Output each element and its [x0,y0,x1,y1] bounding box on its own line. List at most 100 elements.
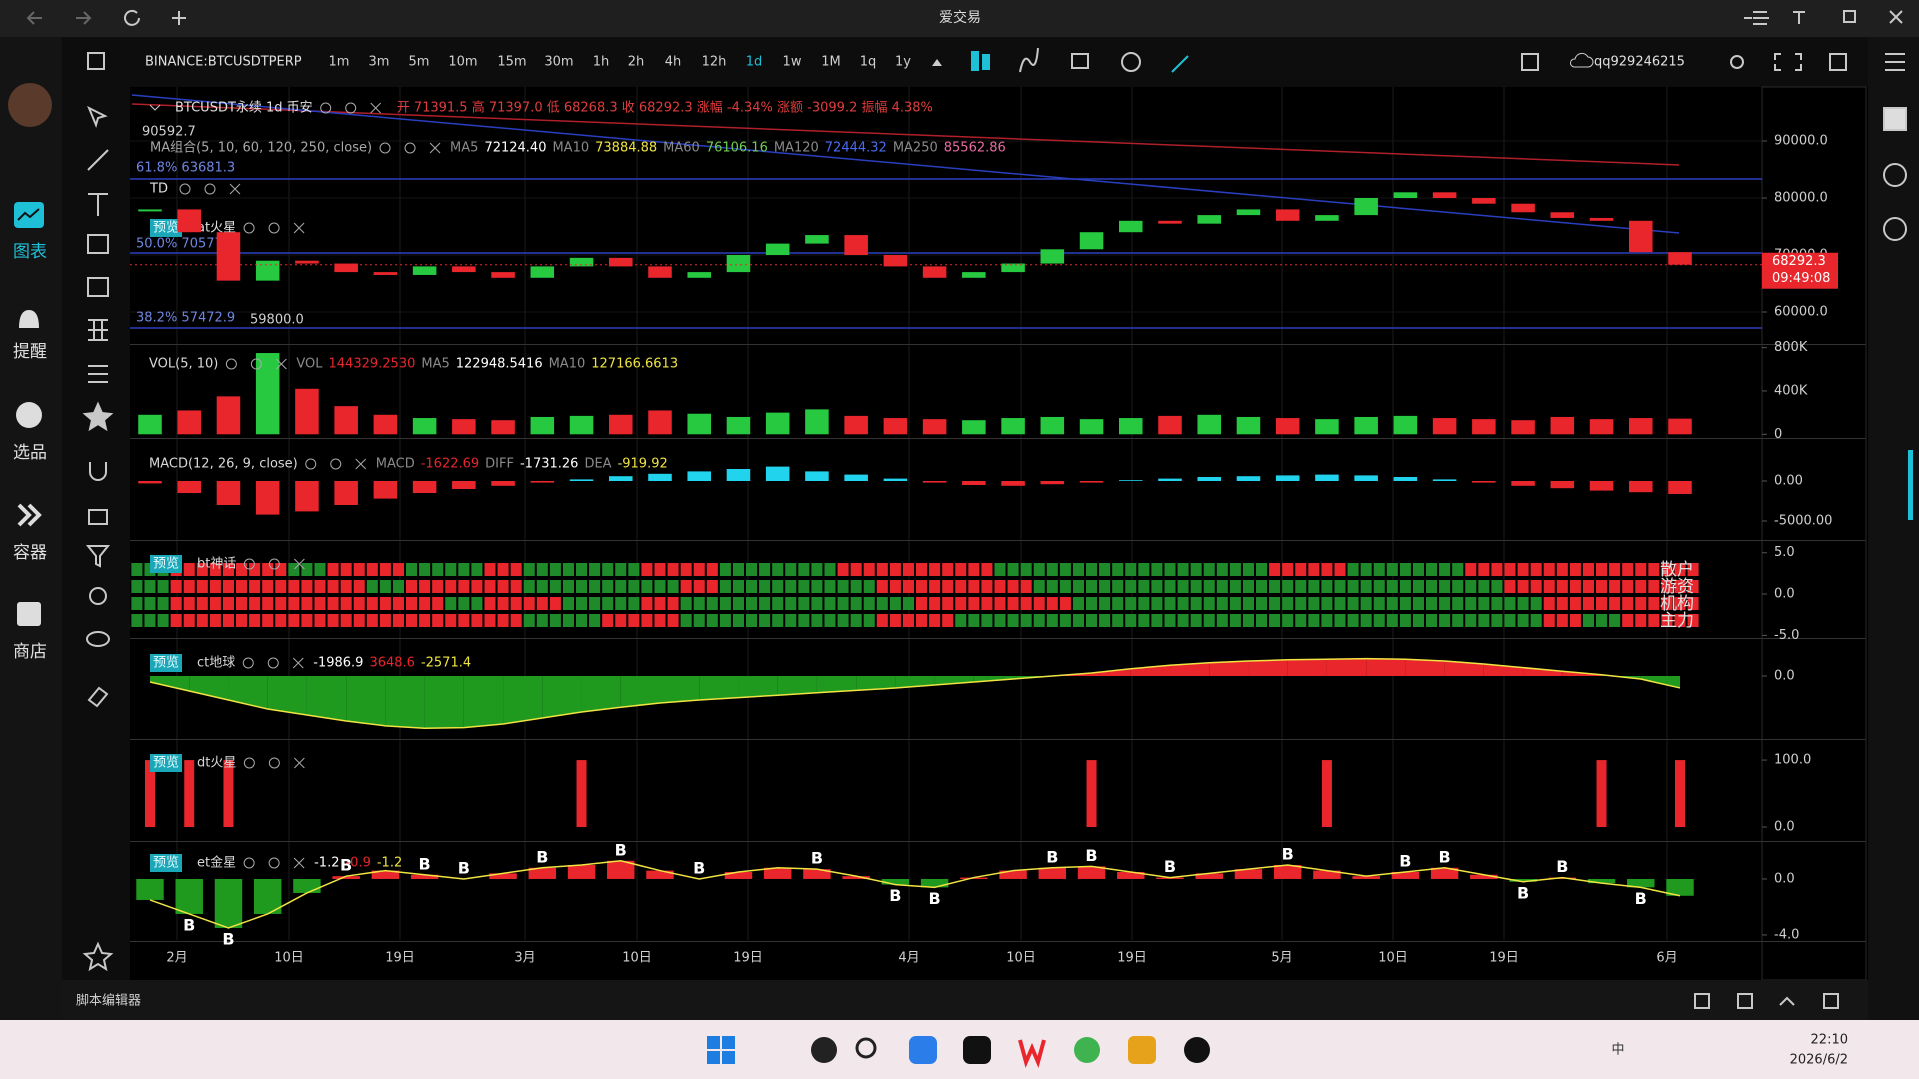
eye-icon[interactable] [305,458,317,470]
close-icon[interactable] [292,657,304,669]
interval-button[interactable]: 4h [665,55,682,70]
interval-button[interactable]: 1M [821,55,841,70]
signal-cell [1622,580,1634,593]
rail-icons[interactable] [1883,53,1913,520]
interval-button[interactable]: 1h [593,55,610,70]
settings-icon[interactable] [268,757,280,769]
settings-icon[interactable] [268,558,280,570]
close-icon[interactable] [229,183,241,195]
interval-button[interactable]: 15m [497,55,526,70]
shop-icon[interactable] [17,602,41,626]
signal-cell [1151,597,1163,610]
signal-label: B [811,849,823,868]
settings-icon[interactable] [250,358,262,370]
settings-icon[interactable] [330,458,342,470]
interval-button[interactable]: 1w [783,55,802,70]
settings-icon[interactable] [268,222,280,234]
eye-icon[interactable] [243,857,255,869]
macd-bar [216,481,241,505]
toolbar-icons[interactable] [971,47,1847,73]
bell-icon[interactable] [19,310,39,328]
signal-cell [1517,563,1529,576]
eye-icon[interactable] [243,558,255,570]
close-icon[interactable] [294,757,305,769]
stat-name: MACD [376,457,415,472]
signal-cell [1517,580,1529,593]
settings-icon[interactable] [204,183,216,195]
sidebar-item[interactable]: 图表 [13,242,47,262]
sidebar-item[interactable]: 提醒 [13,342,47,362]
area-segment [1248,659,1288,677]
settings-icon[interactable] [267,657,279,669]
macd-bar [844,474,868,481]
eye-icon[interactable] [243,222,255,234]
sidebar-item[interactable]: 容器 [13,543,47,563]
clock-date[interactable]: 2026/6/2 [1790,1053,1848,1068]
sidebar-item[interactable]: 选品 [13,443,47,463]
ime[interactable]: 中 [1611,1043,1624,1058]
close-icon[interactable] [276,358,287,370]
close-icon[interactable] [429,142,441,154]
close-icon[interactable] [293,857,305,869]
close-icon[interactable] [293,222,305,234]
signal-cell [1439,597,1451,610]
layout-toggle[interactable] [87,52,105,70]
interval-button[interactable]: 30m [544,55,573,70]
close-icon[interactable] [294,558,305,570]
volume-bar [922,419,947,435]
clock-time[interactable]: 22:10 [1811,1033,1848,1048]
interval-button[interactable]: 3m [369,55,390,70]
interval-button[interactable]: 2h [628,55,645,70]
settings-icon[interactable] [404,142,416,154]
x-tick-label: 19日 [1117,951,1147,966]
signal-cell [196,614,208,627]
drawing-tools[interactable] [82,105,114,972]
signal-cell [497,580,509,593]
select-icon[interactable] [16,402,42,428]
signal-cell [458,614,470,627]
settings-icon[interactable] [345,102,357,114]
chart-icon-glyph [17,208,40,221]
close-icon[interactable] [370,102,382,114]
signal-cell [366,563,378,576]
interval-button[interactable]: 1m [329,55,350,70]
interval-button[interactable]: 5m [409,55,430,70]
signal-cell [994,597,1006,610]
user-name[interactable]: qq929246215 [1594,55,1685,70]
signal-cell [680,614,692,627]
editor-icons[interactable] [1694,993,1839,1009]
signal-cell [1282,563,1294,576]
volume-bar [530,416,555,435]
signal-cell [850,563,862,576]
y-tick-label: 80000.0 [1774,191,1828,206]
taskbar-apps[interactable] [707,1036,1210,1069]
sidebar-item[interactable]: 商店 [13,642,47,662]
signal-cell [379,563,391,576]
interval-button[interactable]: 12h [702,55,727,70]
nav-buttons[interactable] [26,9,1903,26]
eye-icon[interactable] [243,757,255,769]
signal-cell [1256,614,1268,627]
eye-icon[interactable] [242,657,254,669]
signal-cell [406,563,418,576]
avatar[interactable] [8,83,52,127]
volume-bar [1432,418,1457,435]
y-tick-label: 0 [1774,427,1782,442]
eye-icon[interactable] [379,142,391,154]
interval-button[interactable]: 10m [448,55,477,70]
close-icon[interactable] [355,458,367,470]
eye-icon[interactable] [179,183,191,195]
osc-line [149,860,1681,929]
interval-button[interactable]: 1q [860,55,877,70]
signal-cell [432,563,444,576]
signal-cell [589,580,601,593]
container-icon[interactable] [17,503,42,527]
eye-icon[interactable] [320,102,332,114]
settings-icon[interactable] [268,857,280,869]
interval-button[interactable]: 1y [895,55,911,70]
eye-icon[interactable] [225,358,237,370]
editor-title[interactable]: 脚本编辑器 [76,993,141,1009]
ma-value: 76106.16 [706,141,768,156]
symbol[interactable]: BINANCE:BTCUSDTPERP [145,55,302,70]
interval-button[interactable]: 1d [746,55,763,70]
